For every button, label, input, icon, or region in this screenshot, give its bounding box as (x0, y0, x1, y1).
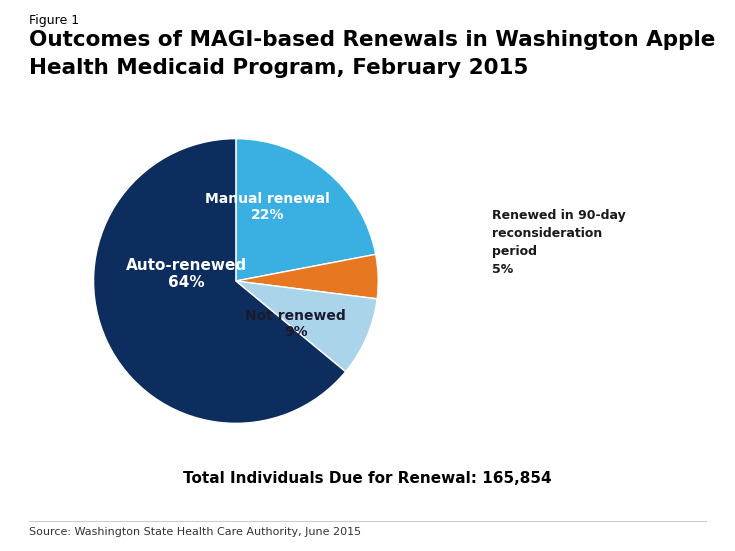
Text: KAISER: KAISER (639, 499, 687, 512)
Text: Figure 1: Figure 1 (29, 14, 79, 27)
Wedge shape (236, 281, 377, 372)
Text: Source: Washington State Health Care Authority, June 2015: Source: Washington State Health Care Aut… (29, 527, 362, 537)
Text: Renewed in 90-day
reconsideration
period
5%: Renewed in 90-day reconsideration period… (492, 209, 626, 276)
Text: Auto-renewed
64%: Auto-renewed 64% (126, 258, 247, 290)
Text: Not renewed
9%: Not renewed 9% (245, 309, 346, 339)
Text: THE HENRY J.: THE HENRY J. (642, 485, 684, 490)
Text: Manual renewal
22%: Manual renewal 22% (205, 192, 329, 222)
Text: Total Individuals Due for Renewal: 165,854: Total Individuals Due for Renewal: 165,8… (183, 471, 552, 486)
Text: FAMILY: FAMILY (640, 515, 686, 528)
Text: Outcomes of MAGI-based Renewals in Washington Apple: Outcomes of MAGI-based Renewals in Washi… (29, 30, 716, 50)
Text: Health Medicaid Program, February 2015: Health Medicaid Program, February 2015 (29, 58, 528, 78)
Wedge shape (93, 139, 345, 423)
Wedge shape (236, 139, 376, 281)
Wedge shape (236, 255, 379, 299)
Text: FOUNDATION: FOUNDATION (642, 531, 684, 536)
